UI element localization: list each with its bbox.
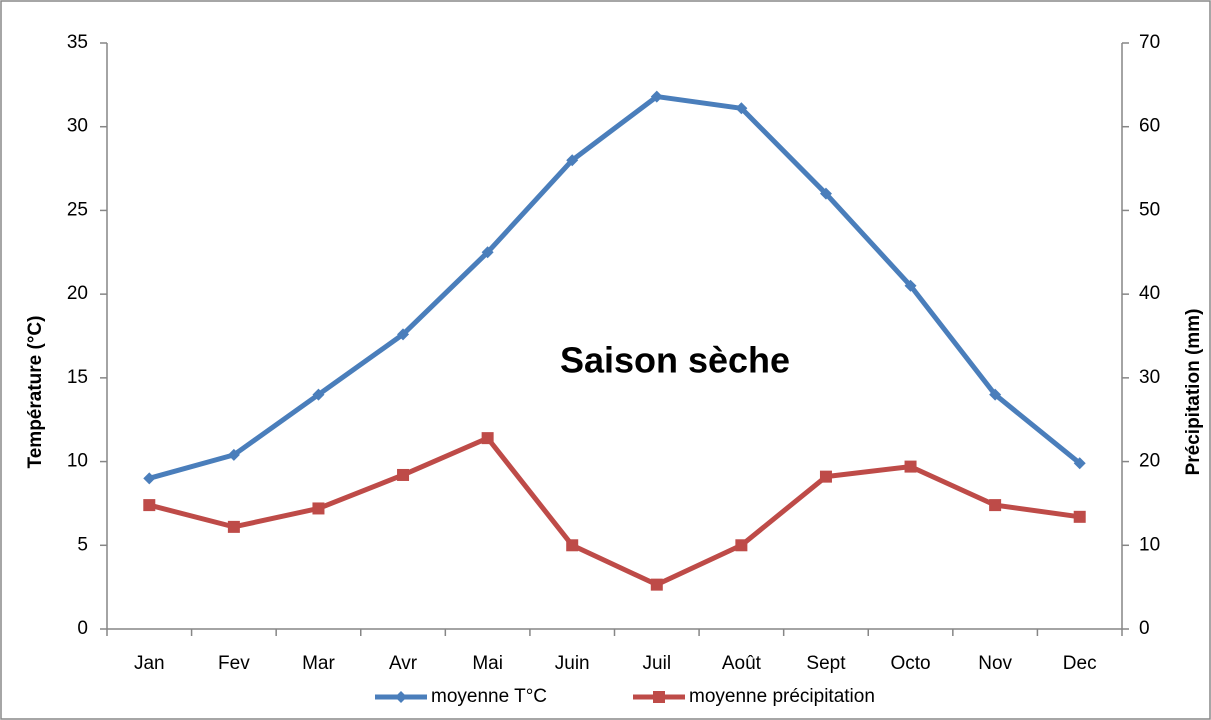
legend-label: moyenne T°C (431, 686, 547, 707)
data-point (1073, 457, 1086, 470)
y2-tick-label: 50 (1139, 199, 1160, 220)
x-tick-label: Octo (890, 653, 930, 674)
series-line (148, 435, 1081, 588)
data-point (481, 246, 494, 259)
y-tick-label: 25 (67, 199, 88, 220)
data-point (904, 460, 917, 473)
data-point (227, 520, 240, 533)
data-point (989, 388, 1002, 401)
x-tick-label: Sept (806, 653, 846, 674)
data-point (481, 432, 494, 445)
y2-tick-label: 40 (1139, 283, 1160, 304)
y2-tick-label: 0 (1139, 618, 1150, 639)
data-point (1073, 510, 1086, 523)
x-tick-label: Fev (218, 653, 250, 674)
legend-label: moyenne précipitation (689, 686, 875, 707)
y2-axis-label: Précipitation (mm) (1183, 309, 1204, 476)
data-point (312, 388, 325, 401)
y-tick-label: 35 (67, 32, 88, 53)
y-tick-label: 20 (67, 283, 88, 304)
data-point (735, 539, 748, 552)
data-point (143, 472, 156, 485)
y2-tick-label: 10 (1139, 534, 1160, 555)
data-point (650, 90, 663, 103)
data-point (397, 328, 410, 341)
data-point (397, 468, 410, 481)
y2-tick-label: 70 (1139, 32, 1160, 53)
data-point (819, 187, 832, 200)
y-tick-label: 10 (67, 451, 88, 472)
y2-tick-label: 60 (1139, 116, 1160, 137)
y-tick-label: 0 (77, 618, 88, 639)
x-tick-label: Dec (1063, 653, 1097, 674)
data-point (143, 499, 156, 512)
data-point (566, 154, 579, 167)
legend-marker (395, 691, 407, 703)
x-tick-label: Mar (302, 653, 335, 674)
data-point (735, 102, 748, 115)
data-point (312, 502, 325, 515)
y-tick-label: 15 (67, 367, 88, 388)
y-axis-label: Température (°C) (25, 316, 46, 469)
x-tick-label: Juin (555, 653, 590, 674)
y2-tick-label: 20 (1139, 451, 1160, 472)
y2-tick-label: 30 (1139, 367, 1160, 388)
x-tick-label: Mai (472, 653, 503, 674)
annotation: Saison sèche (560, 340, 790, 381)
x-tick-label: Juil (643, 653, 672, 674)
data-point (819, 470, 832, 483)
data-point (904, 279, 917, 292)
series-line (148, 94, 1082, 481)
x-tick-label: Jan (134, 653, 165, 674)
y-tick-label: 5 (77, 534, 88, 555)
data-point (989, 499, 1002, 512)
x-tick-label: Avr (389, 653, 418, 674)
legend-marker (653, 691, 665, 703)
data-point (650, 578, 663, 591)
data-point (227, 448, 240, 461)
data-point (566, 539, 579, 552)
x-tick-label: Nov (978, 653, 1012, 674)
x-tick-label: Août (722, 653, 762, 674)
y-tick-label: 30 (67, 116, 88, 137)
